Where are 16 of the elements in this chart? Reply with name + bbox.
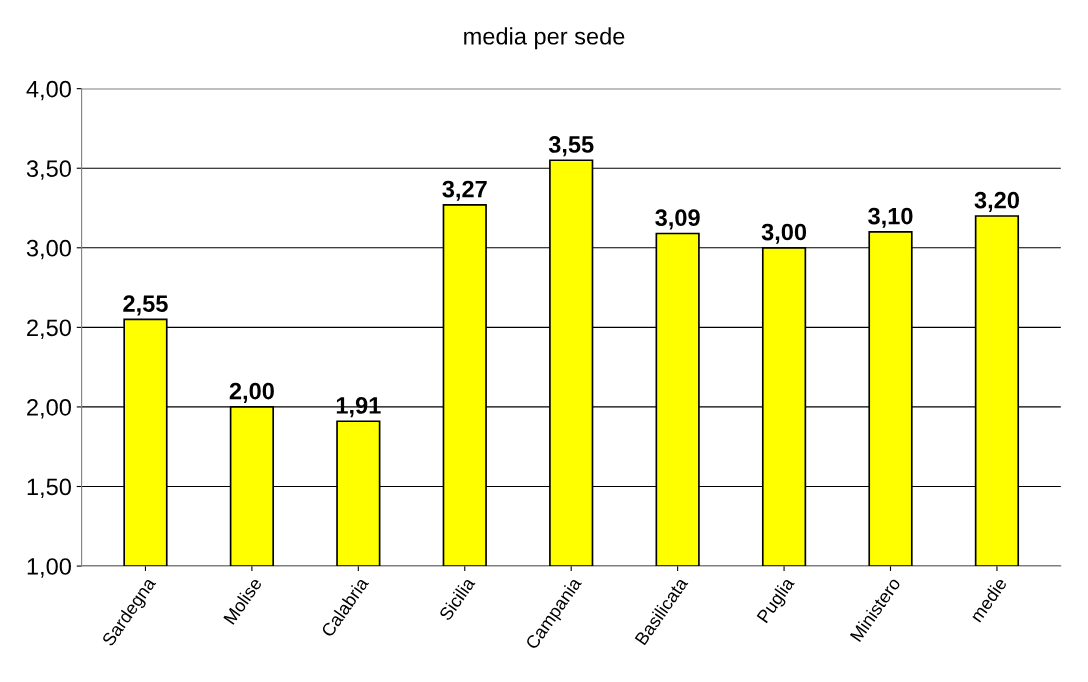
y-tick-label: 2,00 [27, 398, 71, 419]
y-tick-label: 1,50 [27, 478, 71, 499]
data-label: 3,00 [761, 223, 807, 244]
data-label: 3,55 [548, 136, 594, 157]
data-label: 2,00 [229, 382, 274, 403]
y-tick-label: 3,50 [26, 160, 71, 180]
chart-title: media per sede [464, 27, 625, 50]
data-label: 3,09 [655, 209, 700, 230]
y-tick-label: 2,50 [27, 319, 71, 339]
y-tick-label: 3,00 [26, 239, 71, 260]
data-label: 3,27 [442, 180, 487, 201]
data-label: 2,55 [123, 295, 168, 316]
y-tick-label: 4,00 [26, 80, 71, 101]
data-label: 3,20 [974, 191, 1019, 212]
y-tick-label: 1,00 [27, 558, 71, 578]
data-label: 3,10 [868, 207, 913, 228]
